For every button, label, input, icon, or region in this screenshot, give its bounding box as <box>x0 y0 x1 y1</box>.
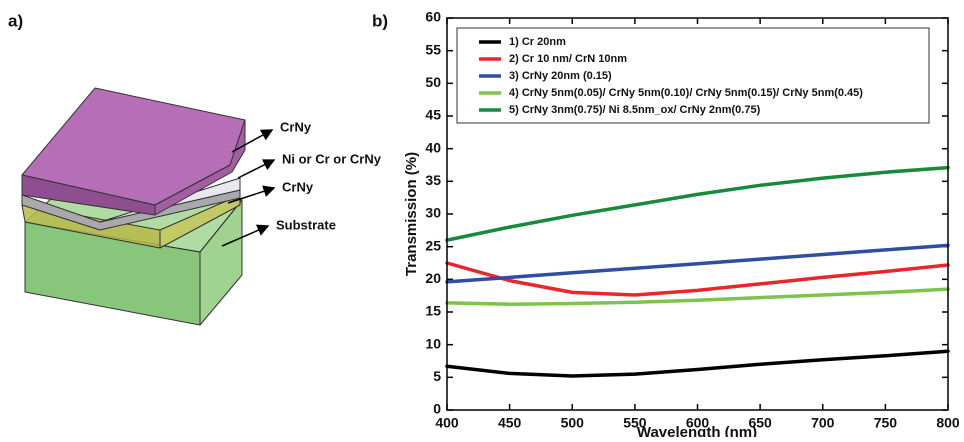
legend-box <box>456 27 930 124</box>
x-tick-label: 800 <box>936 415 960 431</box>
series-line <box>445 261 950 297</box>
crny-top-side <box>154 119 246 216</box>
layer-label: Substrate <box>276 217 336 232</box>
y-tick-label: 0 <box>433 401 441 417</box>
y-tick-label: 25 <box>425 237 441 253</box>
crny-lower-side <box>159 194 241 249</box>
x-tick-label: 750 <box>874 415 898 431</box>
layer-label: CrNy <box>280 119 312 134</box>
y-tick-label: 60 <box>425 9 441 25</box>
series-line <box>445 287 950 306</box>
y-tick-label: 50 <box>425 74 441 90</box>
x-tick-label: 500 <box>561 415 585 431</box>
y-tick-label: 35 <box>425 172 441 188</box>
series-line <box>445 243 950 284</box>
arrow <box>221 224 270 247</box>
plot-frame <box>446 17 949 411</box>
arrow <box>227 185 276 204</box>
y-tick-label: 10 <box>425 335 441 351</box>
x-tick-label: 450 <box>498 415 522 431</box>
x-tick-label: 650 <box>748 415 772 431</box>
layer-label: Ni or Cr or CrNy <box>282 151 382 166</box>
plot: 0 5 10 15 20 25 30 35 40 45 50 55 60 400 450 500 550 600 6… <box>425 9 959 431</box>
y-tick-label: 15 <box>425 303 441 319</box>
x-tick-label: 400 <box>435 415 459 431</box>
layer-stack <box>21 87 246 326</box>
y-tick-label: 45 <box>425 107 441 123</box>
y-tick-label: 20 <box>425 270 441 286</box>
x-tick-label: 600 <box>686 415 710 431</box>
panel-label: b) <box>372 11 388 30</box>
arrow <box>231 129 274 153</box>
legend-label: 5) CrNy 3nm(0.75)/ Ni 8.5nm_ox/ CrNy 2nm… <box>509 104 761 116</box>
y-tick-label: 5 <box>433 368 441 384</box>
legend-label: 4) CrNy 5nm(0.05)/ CrNy 5nm(0.10)/ CrNy … <box>509 87 863 99</box>
y-tick-label: 30 <box>425 205 441 221</box>
x-tick-label: 550 <box>623 415 647 431</box>
y-tick-label: 55 <box>425 41 441 57</box>
legend-label: 1) Cr 20nm <box>509 36 566 48</box>
y-tick-label: 40 <box>425 139 441 155</box>
panel-label: a) <box>8 11 23 30</box>
x-tick-label: 700 <box>811 415 835 431</box>
arrow <box>237 159 276 179</box>
legend-label: 2) Cr 10 nm/ CrN 10nm <box>509 53 627 65</box>
arrows <box>221 129 276 247</box>
series-line <box>445 165 950 242</box>
layer-label: CrNy <box>282 179 314 194</box>
y-axis-title: Transmission (%) <box>403 152 420 276</box>
series-line <box>445 349 950 378</box>
legend-label: 3) CrNy 20nm (0.15) <box>509 70 612 82</box>
